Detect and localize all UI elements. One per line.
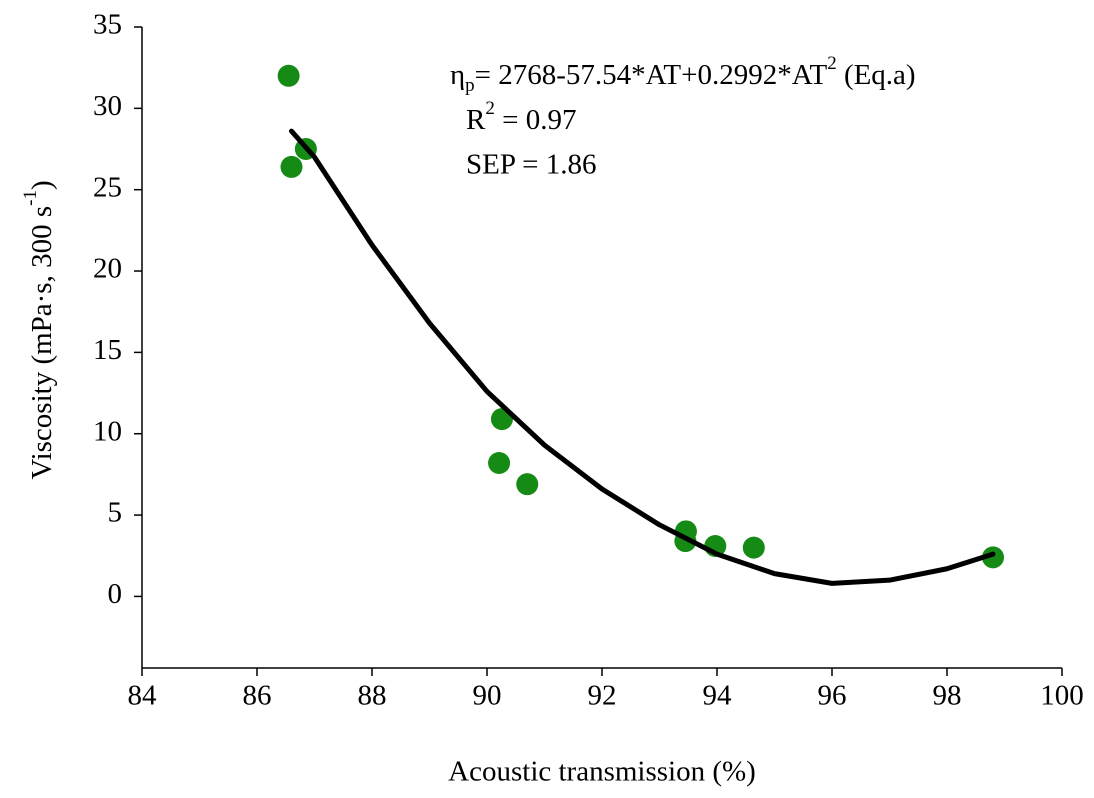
y-label-sup: -1	[20, 190, 41, 206]
annotation: SEP = 1.86	[466, 149, 597, 181]
y-tick-label: 15	[93, 334, 122, 366]
annotation: R2 = 0.97	[466, 98, 576, 135]
y-tick-label: 20	[93, 253, 122, 285]
y-tick-label: 30	[93, 90, 122, 122]
y-tick-label: 35	[93, 9, 122, 41]
y-axis-label: Viscosity (mPa·s, 300 s-1)	[20, 180, 57, 479]
y-tick-label: 0	[108, 578, 123, 610]
data-point	[516, 473, 539, 496]
data-point	[982, 546, 1004, 569]
data-point	[277, 64, 300, 87]
x-tick-label: 84	[128, 680, 158, 712]
annotation-end: (Eq.a)	[837, 59, 916, 91]
x-tick-label: 88	[358, 680, 387, 712]
annotation-sub: p	[465, 75, 475, 96]
y-label-main: Viscosity (mPa·s, 300 s	[26, 206, 58, 480]
annotation: ηp= 2768-57.54*AT+0.2992*AT2 (Eq.a)	[450, 53, 916, 96]
fit-curve	[289, 128, 996, 586]
x-tick-label: 92	[588, 680, 617, 712]
x-axis-label: Acoustic transmission (%)	[448, 756, 756, 788]
y-tick-label: 25	[93, 171, 122, 203]
annotation-sup: 2	[827, 53, 837, 74]
annotation-text: R	[466, 104, 486, 136]
x-tick-label: 98	[933, 680, 962, 712]
y-label-end: )	[26, 180, 58, 190]
annotation-text: = 2768-57.54*AT+0.2992*AT	[475, 59, 828, 91]
x-tick-label: 96	[818, 680, 847, 712]
annotation-sup: 2	[485, 98, 495, 119]
y-tick-label: 5	[108, 497, 123, 529]
data-point	[280, 155, 303, 178]
data-point	[742, 536, 765, 559]
x-tick-label: 90	[473, 680, 502, 712]
x-tick-label: 86	[243, 680, 272, 712]
annotation-symbol: η	[450, 59, 465, 91]
annotation-end: = 0.97	[495, 104, 577, 136]
y-tick-label: 10	[93, 415, 122, 447]
data-point	[488, 452, 511, 475]
x-tick-label: 100	[1040, 680, 1084, 712]
x-tick-label: 94	[703, 680, 733, 712]
